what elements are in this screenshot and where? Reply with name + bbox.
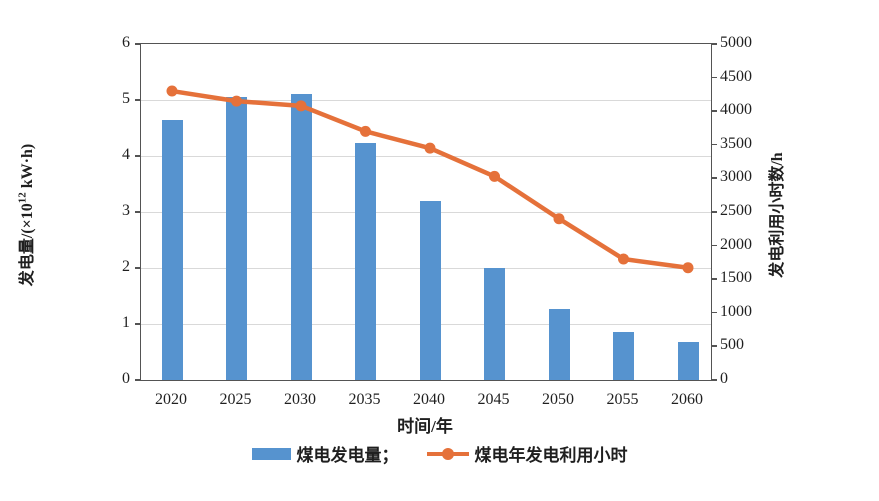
y-tick-label-left: 4 [122,146,130,163]
bar-煤电发电量-2020 [161,120,183,380]
y-tick-label-right: 2500 [720,202,752,219]
plot-area [140,43,712,381]
x-tick-label-2040: 2040 [413,391,445,408]
line-point-2020 [166,85,178,97]
line-point-2055 [618,253,629,265]
bar-煤电发电量-2045 [484,268,505,380]
y-tick-right [712,379,717,381]
x-tick-label-2050: 2050 [542,391,574,408]
bar-煤电发电量-2050 [548,309,570,380]
y-tick-right [712,278,717,280]
line-point-2030 [295,100,307,112]
y-tick-right [712,110,717,112]
legend-line-marker-icon [426,447,469,461]
line-point-2025 [231,95,242,107]
y-tick-right [712,177,717,179]
bar-煤电发电量-2060 [677,341,699,380]
y-tick-left [135,379,140,381]
gridline [141,155,711,157]
y-tick-label-right: 2000 [720,235,752,253]
y-tick-right [712,143,717,146]
y-tick-left [135,267,140,269]
y-tick-right [712,345,717,347]
y-axis-title-left: 发电量/(×1012 kW·h) [13,105,37,325]
y-tick-label-left: 5 [122,90,130,107]
y-axis-title-left-prefix: 发电量/(×10 [19,203,36,287]
legend: 煤电发电量； 煤电年发电利用小时 [0,441,879,466]
bar-煤电发电量-2035 [355,143,376,380]
x-tick-label-2045: 2045 [477,391,510,408]
legend-bar-label: 煤电发电量； [296,446,399,465]
y-tick-label-right: 5000 [720,34,752,51]
x-tick-label-2060: 2060 [671,391,703,408]
bar-煤电发电量-2025 [226,96,247,380]
y-tick-label-right: 1500 [720,269,752,287]
bar-煤电发电量-2040 [419,201,441,380]
y-axis-title-left-sup: 12 [16,192,29,204]
legend-line-label: 煤电年发电利用小时 [474,446,628,465]
x-tick-label-2020: 2020 [155,391,187,408]
y-axis-title-right: 发电利用小时数/h [769,152,786,278]
legend-item-line: 煤电年发电利用小时 [426,441,628,466]
y-tick-left [135,99,140,101]
line-point-2035 [360,125,371,137]
x-axis-title: 时间/年 [397,417,453,436]
line-point-2060 [682,262,694,274]
y-tick-left [135,323,140,325]
y-tick-label-left: 0 [122,370,130,387]
gridline [141,99,711,101]
y-tick-label-right: 4000 [720,101,752,119]
y-tick-label-left: 1 [122,314,130,331]
y-tick-right [712,76,717,79]
y-tick-label-right: 3500 [720,134,752,152]
y-tick-label-right: 0 [720,370,728,387]
y-tick-left [135,43,140,45]
y-tick-label-left: 3 [122,202,130,219]
y-tick-left [135,155,140,157]
x-tick-label-2055: 2055 [606,391,639,408]
y-tick-label-left: 2 [122,258,130,275]
legend-item-bar: 煤电发电量； [251,441,399,466]
line-series-煤电年发电利用小时 [166,85,694,274]
line-point-2040 [424,142,436,154]
y-tick-label-right: 4500 [720,67,752,85]
line-point-2045 [489,170,500,182]
x-tick-label-2035: 2035 [348,391,381,408]
x-tick-label-2025: 2025 [219,391,252,408]
y-tick-right [712,211,717,213]
line-point-2050 [553,213,565,225]
bar-煤电发电量-2055 [613,332,634,380]
legend-bar-swatch-icon [251,447,291,460]
y-tick-label-right: 3000 [720,168,752,186]
y-tick-left [135,211,140,213]
x-tick-label-2030: 2030 [284,391,316,408]
y-tick-right [712,311,717,314]
y-tick-label-right: 500 [720,336,744,354]
y-tick-label-left: 6 [122,34,130,51]
bar-煤电发电量-2030 [290,94,312,380]
line-path [169,88,691,271]
y-axis-title-left-suffix: kW·h) [19,143,36,193]
y-tick-right [712,43,717,45]
y-tick-right [712,244,717,247]
y-tick-label-right: 1000 [720,302,752,320]
legend-line-dot [441,447,454,460]
